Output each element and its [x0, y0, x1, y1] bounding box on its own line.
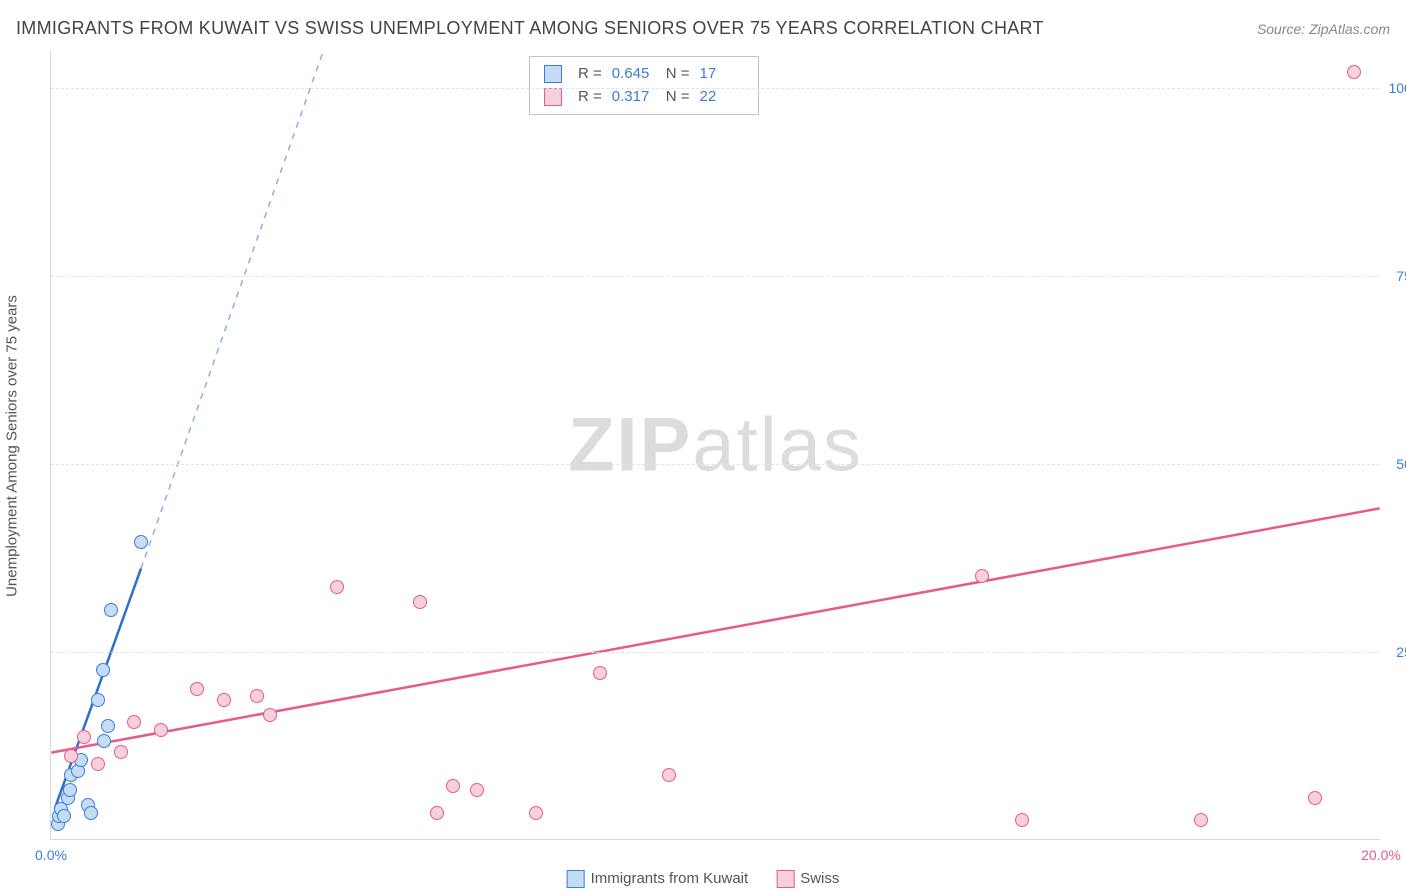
data-point: [470, 783, 484, 797]
data-point: [263, 708, 277, 722]
data-point: [84, 806, 98, 820]
data-point: [97, 734, 111, 748]
legend-r-label: R =: [578, 63, 602, 86]
data-point: [63, 783, 77, 797]
data-point: [96, 663, 110, 677]
data-point: [154, 723, 168, 737]
data-point: [662, 768, 676, 782]
legend-r-value: 0.317: [612, 86, 656, 109]
gridline: [51, 276, 1380, 277]
source-credit: Source: ZipAtlas.com: [1257, 21, 1390, 37]
data-point: [1015, 813, 1029, 827]
legend-n-value: 17: [700, 63, 744, 86]
trend-line-extrapolation: [141, 50, 324, 568]
data-point: [446, 779, 460, 793]
data-point: [104, 603, 118, 617]
data-point: [593, 666, 607, 680]
chart-title: IMMIGRANTS FROM KUWAIT VS SWISS UNEMPLOY…: [16, 18, 1044, 39]
data-point: [91, 757, 105, 771]
series-legend-item: Swiss: [776, 870, 839, 888]
y-tick-label: 75.0%: [1386, 268, 1406, 284]
gridline: [51, 464, 1380, 465]
series-legend-label: Swiss: [800, 870, 839, 887]
data-point: [64, 749, 78, 763]
legend-swatch: [567, 870, 585, 888]
y-tick-label: 50.0%: [1386, 456, 1406, 472]
correlation-legend: R = 0.645 N = 17 R = 0.317 N = 22: [529, 56, 759, 115]
data-point: [975, 569, 989, 583]
data-point: [114, 745, 128, 759]
legend-swatch: [776, 870, 794, 888]
data-point: [1308, 791, 1322, 805]
data-point: [430, 806, 444, 820]
data-point: [101, 719, 115, 733]
y-tick-label: 25.0%: [1386, 644, 1406, 660]
plot-area: ZIPatlas R =0.645N =17R =0.317N =22 25.0…: [50, 50, 1380, 840]
legend-n-label: N =: [666, 63, 690, 86]
y-tick-label: 100.0%: [1386, 80, 1406, 96]
series-legend-item: Immigrants from Kuwait: [567, 870, 749, 888]
legend-n-label: N =: [666, 86, 690, 109]
gridline: [51, 652, 1380, 653]
y-axis-label: Unemployment Among Seniors over 75 years: [4, 295, 21, 597]
x-tick-label: 0.0%: [35, 847, 67, 863]
data-point: [57, 809, 71, 823]
data-point: [413, 595, 427, 609]
series-legend: Immigrants from Kuwait Swiss: [567, 870, 840, 888]
data-point: [217, 693, 231, 707]
data-point: [77, 730, 91, 744]
legend-n-value: 22: [700, 86, 744, 109]
data-point: [250, 689, 264, 703]
trend-lines-layer: [51, 50, 1380, 839]
data-point: [134, 535, 148, 549]
legend-swatch: [544, 88, 562, 106]
data-point: [330, 580, 344, 594]
gridline: [51, 88, 1380, 89]
watermark: ZIPatlas: [568, 401, 863, 488]
data-point: [91, 693, 105, 707]
legend-swatch: [544, 65, 562, 83]
data-point: [1194, 813, 1208, 827]
series-legend-label: Immigrants from Kuwait: [591, 870, 749, 887]
x-tick-label: 20.0%: [1361, 847, 1401, 863]
data-point: [1347, 65, 1361, 79]
data-point: [529, 806, 543, 820]
legend-row: R = 0.317 N = 22: [544, 86, 744, 109]
legend-r-value: 0.645: [612, 63, 656, 86]
trend-line: [51, 508, 1379, 752]
legend-r-label: R =: [578, 86, 602, 109]
data-point: [190, 682, 204, 696]
data-point: [127, 715, 141, 729]
legend-row: R = 0.645 N = 17: [544, 63, 744, 86]
